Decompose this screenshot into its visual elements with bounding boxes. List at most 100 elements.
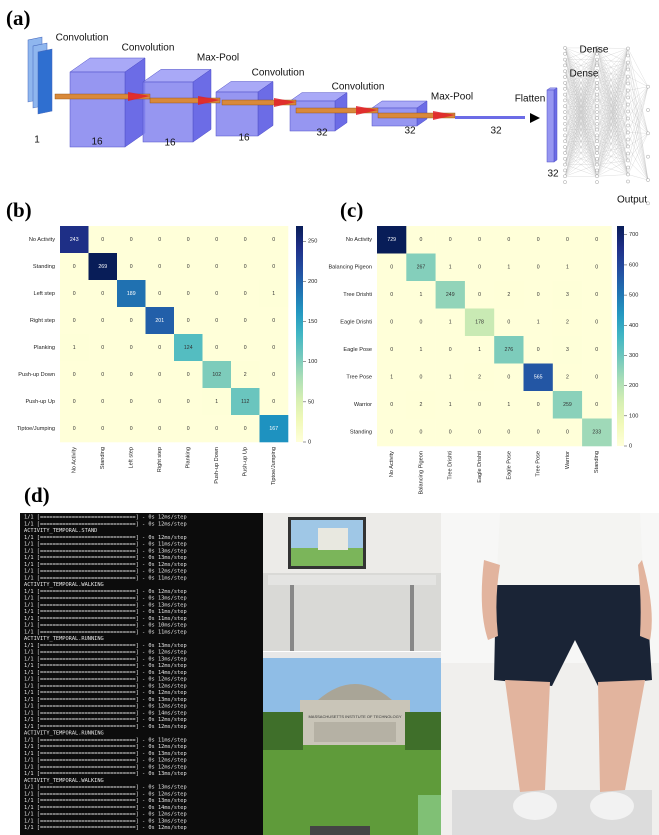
- photo-person: [441, 513, 659, 835]
- layer-label: Dense: [570, 69, 599, 80]
- colorbar-tick-label: 200: [629, 383, 638, 389]
- colorbar-tick-label: 300: [629, 353, 638, 359]
- layer-label: Convolution: [56, 33, 109, 44]
- cell-value: 233: [592, 430, 601, 436]
- neuron: [595, 110, 598, 113]
- terminal-line: 1/1 [==============================] - 0…: [24, 562, 187, 568]
- terminal-line: 1/1 [==============================] - 0…: [24, 616, 187, 622]
- neuron: [646, 132, 649, 135]
- cell-value: 276: [505, 347, 514, 353]
- neuron: [563, 93, 566, 96]
- cell-value: 0: [187, 399, 190, 405]
- colorbar-tick-label: 150: [308, 319, 317, 325]
- colorbar-tick-label: 0: [629, 443, 632, 449]
- cell-value: 1: [507, 265, 510, 271]
- terminal-line: 1/1 [==============================] - 0…: [24, 656, 187, 662]
- cell-value: 0: [566, 430, 569, 436]
- neuron: [595, 122, 598, 125]
- flatten-bar: [455, 116, 525, 119]
- x-tick-label: Tree Pose: [536, 451, 542, 477]
- cell-value: 1: [449, 402, 452, 408]
- cell-value: 0: [73, 399, 76, 405]
- cell-value: 1: [420, 347, 423, 353]
- panel-label: (c): [340, 198, 363, 222]
- y-tick-label: Warrior: [354, 402, 372, 408]
- terminal-line: 1/1 [==============================] - 0…: [24, 764, 187, 770]
- neuron: [563, 169, 566, 172]
- terminal-line: ACTIVITY_TEMPORAL.RUNNING: [24, 636, 104, 642]
- layer-label: Flatten: [515, 94, 546, 105]
- cell-value: 0: [390, 402, 393, 408]
- cell-value: 0: [130, 399, 133, 405]
- cell-value: 0: [272, 399, 275, 405]
- cell-value: 0: [507, 237, 510, 243]
- cell-value: 1: [537, 320, 540, 326]
- neuron: [563, 175, 566, 178]
- cell-value: 0: [449, 430, 452, 436]
- neuron: [563, 145, 566, 148]
- cell-value: 0: [595, 265, 598, 271]
- terminal-line: 1/1 [==============================] - 0…: [24, 663, 187, 669]
- terminal-line: 1/1 [==============================] - 0…: [24, 785, 187, 791]
- cell-value: 0: [215, 237, 218, 243]
- cell-value: 0: [73, 426, 76, 432]
- neuron: [626, 138, 629, 141]
- cell-value: 0: [478, 237, 481, 243]
- neuron: [595, 105, 598, 108]
- cell-value: 0: [537, 292, 540, 298]
- neuron: [563, 157, 566, 160]
- cell-value: 1: [507, 402, 510, 408]
- cell-value: 0: [73, 372, 76, 378]
- cell-value: 201: [155, 318, 164, 324]
- cell-value: 259: [563, 402, 572, 408]
- colorbar-tick-label: 100: [629, 413, 638, 419]
- terminal-line: 1/1 [==============================] - 0…: [24, 677, 187, 683]
- terminal-line: 1/1 [==============================] - 0…: [24, 670, 187, 676]
- cell-value: 0: [101, 237, 104, 243]
- photo-lab: [263, 513, 441, 651]
- cell-value: 2: [244, 372, 247, 378]
- neuron: [595, 151, 598, 154]
- cell-value: 0: [537, 347, 540, 353]
- cell-value: 0: [244, 426, 247, 432]
- cell-value: 0: [101, 399, 104, 405]
- terminal-line: ACTIVITY_TEMPORAL.WALKING: [24, 778, 104, 784]
- neuron: [626, 166, 629, 169]
- y-tick-label: Tree Pose: [346, 375, 372, 381]
- layer-depth: 16: [164, 138, 176, 149]
- cell-value: 0: [130, 372, 133, 378]
- neuron: [626, 159, 629, 162]
- cell-value: 0: [215, 318, 218, 324]
- neuron: [563, 52, 566, 55]
- cell-value: 0: [130, 237, 133, 243]
- cell-value: 1: [272, 291, 275, 297]
- terminal-line: 1/1 [==============================] - 0…: [24, 710, 187, 716]
- terminal-line: 1/1 [==============================] - 0…: [24, 704, 187, 710]
- y-tick-label: Right step: [30, 318, 55, 324]
- neuron: [626, 75, 629, 78]
- cell-value: 0: [130, 318, 133, 324]
- terminal-line: ACTIVITY_TEMPORAL.WALKING: [24, 582, 104, 588]
- neuron: [646, 155, 649, 158]
- cell-value: 0: [272, 345, 275, 351]
- input-slice: [38, 49, 52, 114]
- neuron: [646, 108, 649, 111]
- cell-value: 189: [127, 291, 136, 297]
- neuron: [563, 151, 566, 154]
- cell-value: 3: [566, 347, 569, 353]
- cell-value: 1: [449, 320, 452, 326]
- cell-value: 0: [566, 237, 569, 243]
- layer-depth: 32: [490, 126, 502, 137]
- neuron: [595, 87, 598, 90]
- terminal-line: 1/1 [==============================] - 0…: [24, 697, 187, 703]
- cell-value: 1: [215, 399, 218, 405]
- colorbar-tick-label: 250: [308, 239, 317, 245]
- neuron: [595, 169, 598, 172]
- panel-label: (d): [24, 483, 50, 507]
- cell-value: 0: [390, 347, 393, 353]
- neuron: [595, 116, 598, 119]
- y-tick-label: Planking: [34, 345, 55, 351]
- neuron: [563, 180, 566, 183]
- x-tick-label: Tiptoe/Jumping: [271, 447, 277, 485]
- neuron: [626, 61, 629, 64]
